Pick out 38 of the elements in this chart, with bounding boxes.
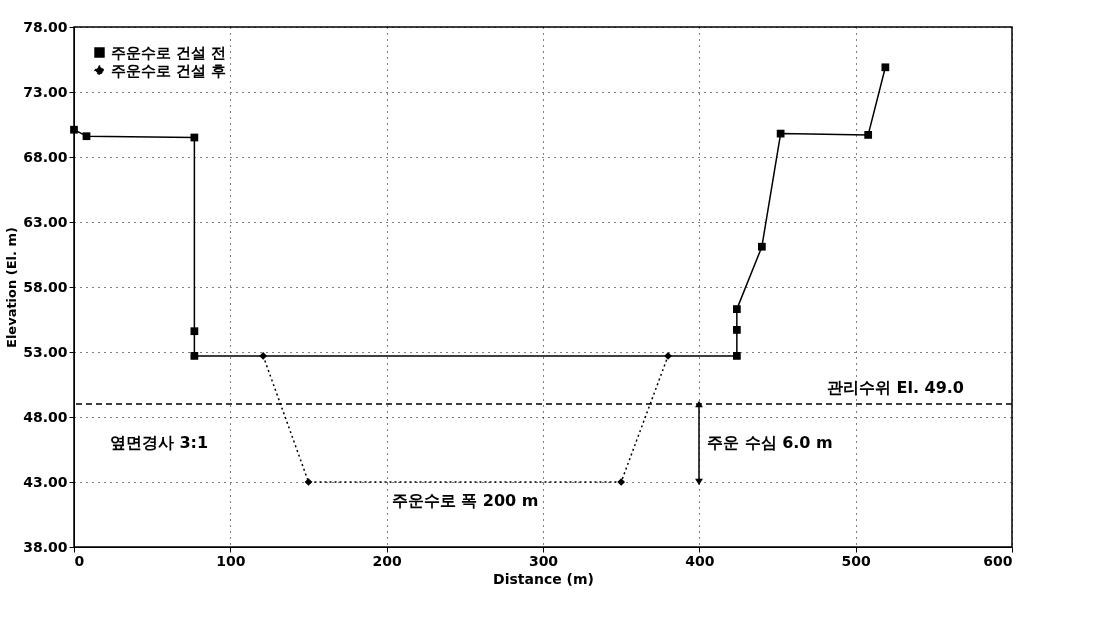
x-tick-label: 200 <box>372 552 403 569</box>
x-tick-label: 600 <box>983 552 1013 569</box>
point <box>304 478 313 486</box>
point <box>617 478 626 486</box>
x-tick-label: 500 <box>841 552 872 569</box>
y-tick-label: 58.00 <box>23 278 68 295</box>
point <box>757 242 766 251</box>
y-tick-label: 78.00 <box>23 18 68 35</box>
y-tick-label: 38.00 <box>23 538 68 555</box>
point <box>881 63 890 72</box>
legend-label: 주운수로 건설 후 <box>111 61 227 80</box>
point <box>732 352 741 360</box>
y-tick-label: 68.00 <box>23 148 68 165</box>
x-tick-label: 400 <box>685 552 715 569</box>
x-axis-title: Distance (m) <box>493 570 594 587</box>
y-tick-label: 43.00 <box>23 473 68 490</box>
annotation: 주운수로 폭 200 m <box>391 491 539 510</box>
point <box>664 352 672 360</box>
y-tick-label: 53.00 <box>23 343 68 360</box>
point <box>732 326 741 334</box>
annotation: 주운 수심 6.0 m <box>707 433 833 452</box>
point <box>864 131 873 139</box>
y-tick-label: 48.00 <box>23 408 68 425</box>
point <box>82 132 91 141</box>
x-tick-label: 0 <box>74 552 85 569</box>
point <box>259 352 268 360</box>
annotation: 옆면경사 3:1 <box>109 433 209 452</box>
point <box>190 327 199 336</box>
point <box>732 305 741 313</box>
legend-label: 주운수로 건설 전 <box>111 43 227 62</box>
y-tick-label: 63.00 <box>23 213 68 230</box>
ref-line-label: 관리수위 El. 49.0 <box>826 378 964 397</box>
y-tick-label: 73.00 <box>23 83 68 100</box>
x-tick-label: 300 <box>528 552 559 569</box>
point <box>70 125 78 134</box>
y-axis-title: Elevation (El. m) <box>4 226 20 349</box>
point <box>190 352 199 360</box>
x-tick-label: 100 <box>216 552 246 569</box>
